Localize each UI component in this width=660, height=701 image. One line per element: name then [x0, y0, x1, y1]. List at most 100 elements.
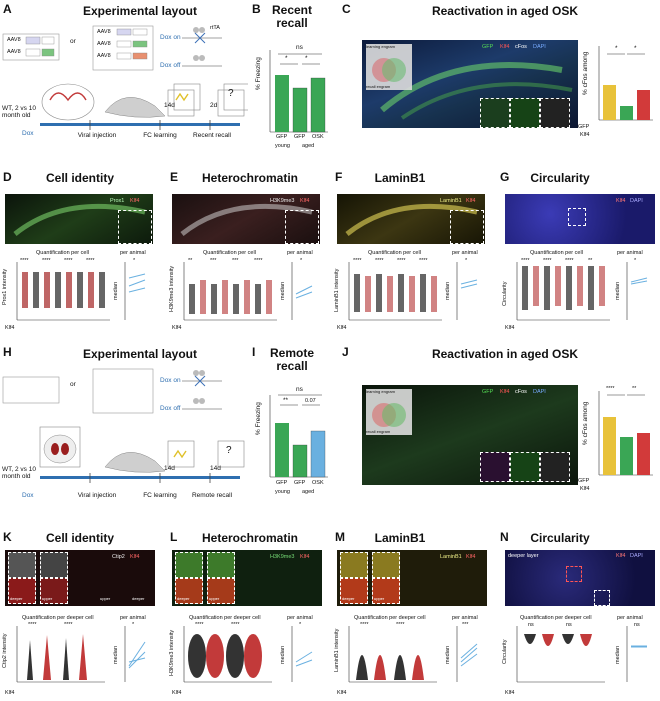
venn-learning-label: learning engram	[366, 44, 395, 49]
panel-b-group-3: OSK	[312, 134, 324, 140]
panel-j-channel-3: cFos	[515, 389, 527, 395]
panel-l-layer-1: deeper	[177, 596, 190, 601]
panel-l-ylabel: H3K9me3 intensity	[169, 629, 175, 676]
panel-g-sub1: Quantification per cell	[530, 250, 583, 256]
panel-g-star-median: *	[634, 258, 637, 264]
panel-n-channel-1: Klf4	[616, 553, 626, 559]
panel-k-channel-2: Klf4	[130, 554, 140, 560]
panel-k-sub2: per animal	[120, 615, 146, 621]
panel-e-star-4: ****	[254, 258, 263, 264]
panel-l-label: L	[170, 530, 178, 544]
panel-g-star-4: **	[588, 258, 593, 264]
panel-j-channel-4: DAPI	[533, 389, 546, 395]
panel-d-sub1: Quantification per cell	[36, 250, 89, 256]
panel-e-channel-1: H3K9me3	[270, 198, 295, 204]
panel-k-layer-4: deeper	[132, 596, 145, 601]
panel-m-layer-2: upper	[374, 596, 385, 601]
panel-l-inset-3	[207, 552, 235, 578]
panel-g-star-2: ****	[543, 258, 552, 264]
panel-m-star-2: ****	[396, 622, 405, 628]
panel-j-inset-1	[480, 452, 510, 482]
panel-f-star-3: ****	[397, 258, 406, 264]
panel-k-star-median: *	[132, 622, 135, 628]
panel-h-title: Experimental layout	[82, 347, 198, 361]
panel-n-chart	[505, 622, 657, 694]
panel-j-channel-1: GFP	[482, 389, 494, 395]
panel-l-sub2: per animal	[287, 615, 313, 621]
panel-b-group-1: GFP	[276, 134, 288, 140]
panel-d-chart	[5, 258, 155, 334]
panel-k-layer-2: upper	[42, 596, 53, 601]
panel-n-star-2: ns	[566, 622, 572, 628]
panel-k-ylabel: Ctip2 intensity	[2, 633, 8, 668]
panel-j-venn-learning: learning engram	[366, 389, 395, 394]
panel-m-chart	[337, 622, 487, 694]
panel-c-label: C	[342, 2, 351, 16]
panel-h-dox-off: Dox off	[160, 405, 181, 412]
panel-n-micrograph	[505, 550, 655, 606]
panel-e-star-2: ***	[210, 258, 217, 264]
panel-b-age-aged: aged	[302, 143, 315, 149]
panel-l-sub1: Quantification per deeper cell	[189, 615, 261, 621]
panel-c-row-gfp: GFP	[578, 124, 590, 130]
panel-g-micrograph	[505, 194, 655, 244]
panel-g-chart	[505, 258, 657, 334]
panel-e-xrow: Klf4	[172, 325, 182, 331]
panel-h-group: WT, 2 vs 10 month old	[2, 466, 36, 480]
panel-i-label: I	[252, 345, 256, 359]
panel-d-label: D	[3, 170, 12, 184]
panel-j-row-klf4: Klf4	[580, 486, 590, 492]
panel-k-inset-3	[40, 552, 68, 578]
panel-n-label: N	[500, 530, 509, 544]
panel-f-inset	[450, 210, 484, 244]
or-label: or	[70, 38, 76, 45]
panel-b-group-2: GFP	[294, 134, 306, 140]
panel-g-channel-1: Klf4	[616, 198, 626, 204]
panel-i-group-1: GFP	[276, 480, 288, 486]
panel-k-inset-2	[8, 578, 36, 604]
panel-a-title: Experimental layout	[82, 4, 198, 18]
panel-h-dur2: 14d	[210, 465, 221, 472]
panel-k-star-2: ****	[64, 622, 73, 628]
panel-k-xrow: Klf4	[5, 690, 15, 696]
panel-a-diagram	[0, 20, 251, 160]
panel-j-inset-2	[510, 452, 540, 482]
panel-b-label: B	[252, 2, 261, 16]
panel-m-channel-2: Klf4	[466, 554, 476, 560]
panel-i-sig-ns: ns	[296, 386, 303, 393]
panel-e-chart	[172, 258, 322, 334]
panel-f-star-2: ****	[375, 258, 384, 264]
panel-m-star-1: ****	[360, 622, 369, 628]
panel-m-inset-4	[372, 578, 400, 604]
panel-f-micrograph	[337, 194, 485, 244]
panel-l-inset-2	[175, 578, 203, 604]
panel-i-group-3: OSK	[312, 480, 324, 486]
panel-d-star-4: ****	[86, 258, 95, 264]
panel-k-sub1: Quantification per deeper cell	[22, 615, 94, 621]
dox-label: Dox	[22, 130, 34, 137]
panel-f-channel-2: Klf4	[466, 198, 476, 204]
panel-j-label: J	[342, 345, 349, 359]
panel-f-chart	[337, 258, 487, 334]
panel-c-sig-2: *	[634, 45, 637, 52]
panel-m-channel-1: LaminB1	[440, 554, 462, 560]
panel-c-ylabel: % cFos among	[582, 51, 589, 95]
dox-on-label: Dox on	[160, 34, 181, 41]
aav-label-2: AAV8	[7, 49, 21, 55]
panel-e-channel-2: Klf4	[300, 198, 310, 204]
panel-l-xrow: Klf4	[172, 690, 182, 696]
panel-c-inset-3	[540, 98, 570, 128]
panel-k-title: Cell identity	[45, 531, 114, 545]
panel-d-star-2: ****	[42, 258, 51, 264]
panel-l-star-median: *	[299, 622, 302, 628]
panel-n-ylabel: Circularity	[502, 639, 508, 664]
panel-k-inset-1	[8, 552, 36, 578]
panel-g-ylabel: Circularity	[502, 281, 508, 306]
panel-n-title: Circularity	[530, 531, 590, 545]
panel-b-sig-ns: ns	[296, 44, 303, 51]
panel-k-label: K	[3, 530, 12, 544]
panel-d-channel-2: Klf4	[130, 198, 140, 204]
panel-i-title: Remote recall	[269, 346, 314, 373]
panel-e-star-median: *	[300, 258, 303, 264]
panel-m-ylabel2: median	[445, 645, 451, 664]
